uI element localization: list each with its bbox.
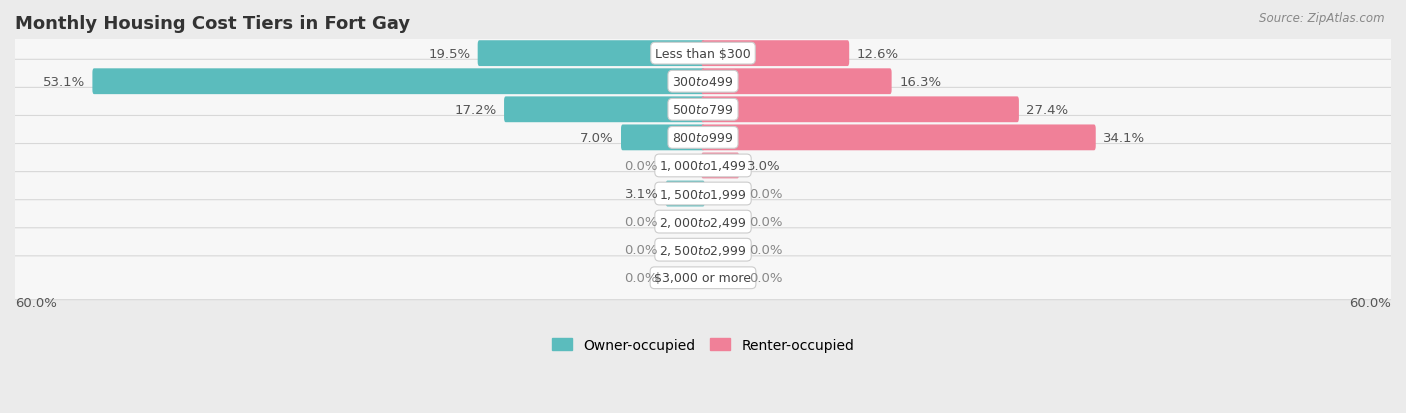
FancyBboxPatch shape [11, 60, 1395, 104]
Text: 7.0%: 7.0% [579, 132, 613, 145]
Text: 0.0%: 0.0% [749, 216, 782, 228]
FancyBboxPatch shape [702, 69, 891, 95]
Text: 17.2%: 17.2% [454, 104, 496, 116]
Text: $2,500 to $2,999: $2,500 to $2,999 [659, 243, 747, 257]
FancyBboxPatch shape [11, 116, 1395, 160]
Text: $2,000 to $2,499: $2,000 to $2,499 [659, 215, 747, 229]
FancyBboxPatch shape [702, 41, 849, 67]
FancyBboxPatch shape [702, 125, 1095, 151]
Text: 0.0%: 0.0% [749, 188, 782, 201]
Text: 3.0%: 3.0% [747, 159, 780, 173]
Text: 0.0%: 0.0% [749, 272, 782, 285]
Text: $1,500 to $1,999: $1,500 to $1,999 [659, 187, 747, 201]
Text: 0.0%: 0.0% [624, 272, 657, 285]
Text: 0.0%: 0.0% [624, 159, 657, 173]
Text: Less than $300: Less than $300 [655, 47, 751, 60]
FancyBboxPatch shape [93, 69, 704, 95]
FancyBboxPatch shape [11, 200, 1395, 244]
Text: 0.0%: 0.0% [624, 244, 657, 256]
Text: 27.4%: 27.4% [1026, 104, 1069, 116]
Text: 12.6%: 12.6% [856, 47, 898, 60]
Text: $800 to $999: $800 to $999 [672, 132, 734, 145]
Text: 34.1%: 34.1% [1104, 132, 1146, 145]
Text: 60.0%: 60.0% [15, 296, 56, 309]
FancyBboxPatch shape [11, 88, 1395, 132]
FancyBboxPatch shape [478, 41, 704, 67]
Text: 60.0%: 60.0% [1350, 296, 1391, 309]
FancyBboxPatch shape [11, 172, 1395, 216]
FancyBboxPatch shape [11, 32, 1395, 76]
Text: 16.3%: 16.3% [898, 76, 941, 88]
Legend: Owner-occupied, Renter-occupied: Owner-occupied, Renter-occupied [546, 332, 860, 358]
Text: $500 to $799: $500 to $799 [672, 104, 734, 116]
Text: Monthly Housing Cost Tiers in Fort Gay: Monthly Housing Cost Tiers in Fort Gay [15, 15, 411, 33]
Text: $3,000 or more: $3,000 or more [655, 272, 751, 285]
Text: Source: ZipAtlas.com: Source: ZipAtlas.com [1260, 12, 1385, 25]
FancyBboxPatch shape [11, 144, 1395, 188]
FancyBboxPatch shape [702, 153, 740, 179]
FancyBboxPatch shape [11, 256, 1395, 300]
Text: 53.1%: 53.1% [42, 76, 84, 88]
Text: $1,000 to $1,499: $1,000 to $1,499 [659, 159, 747, 173]
FancyBboxPatch shape [505, 97, 704, 123]
Text: 3.1%: 3.1% [624, 188, 658, 201]
FancyBboxPatch shape [702, 97, 1019, 123]
FancyBboxPatch shape [665, 181, 704, 207]
Text: 0.0%: 0.0% [624, 216, 657, 228]
Text: 0.0%: 0.0% [749, 244, 782, 256]
FancyBboxPatch shape [621, 125, 704, 151]
FancyBboxPatch shape [11, 228, 1395, 272]
Text: $300 to $499: $300 to $499 [672, 76, 734, 88]
Text: 19.5%: 19.5% [427, 47, 470, 60]
